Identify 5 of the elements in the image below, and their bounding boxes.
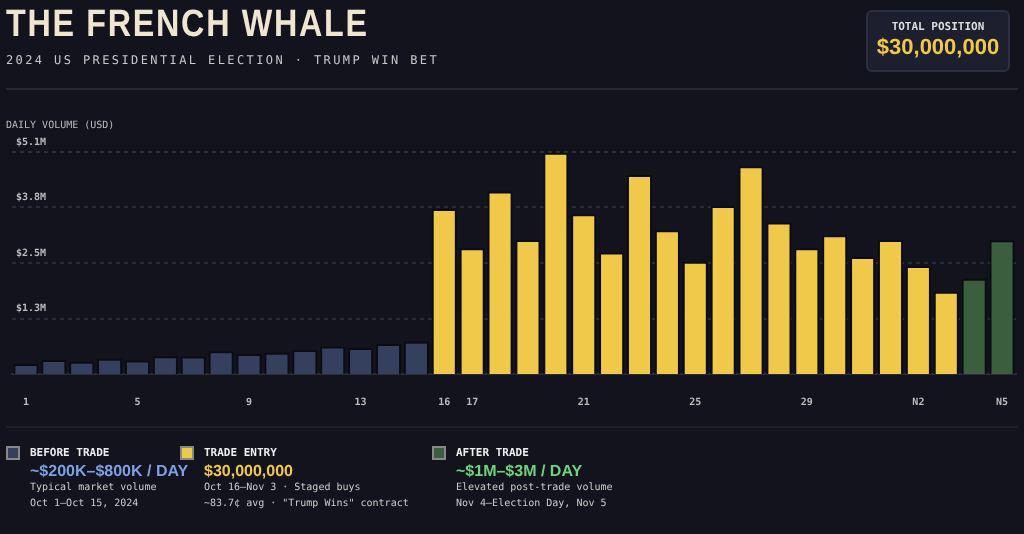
text: ~$200K–$800K / DAY — [30, 462, 189, 480]
text: ~$1M–$3M / DAY — [456, 462, 585, 480]
chart-title: THE FRENCH WHALE — [6, 4, 369, 48]
text: $30,000,000 — [874, 36, 1002, 60]
text: $30,000,000 — [204, 462, 295, 480]
